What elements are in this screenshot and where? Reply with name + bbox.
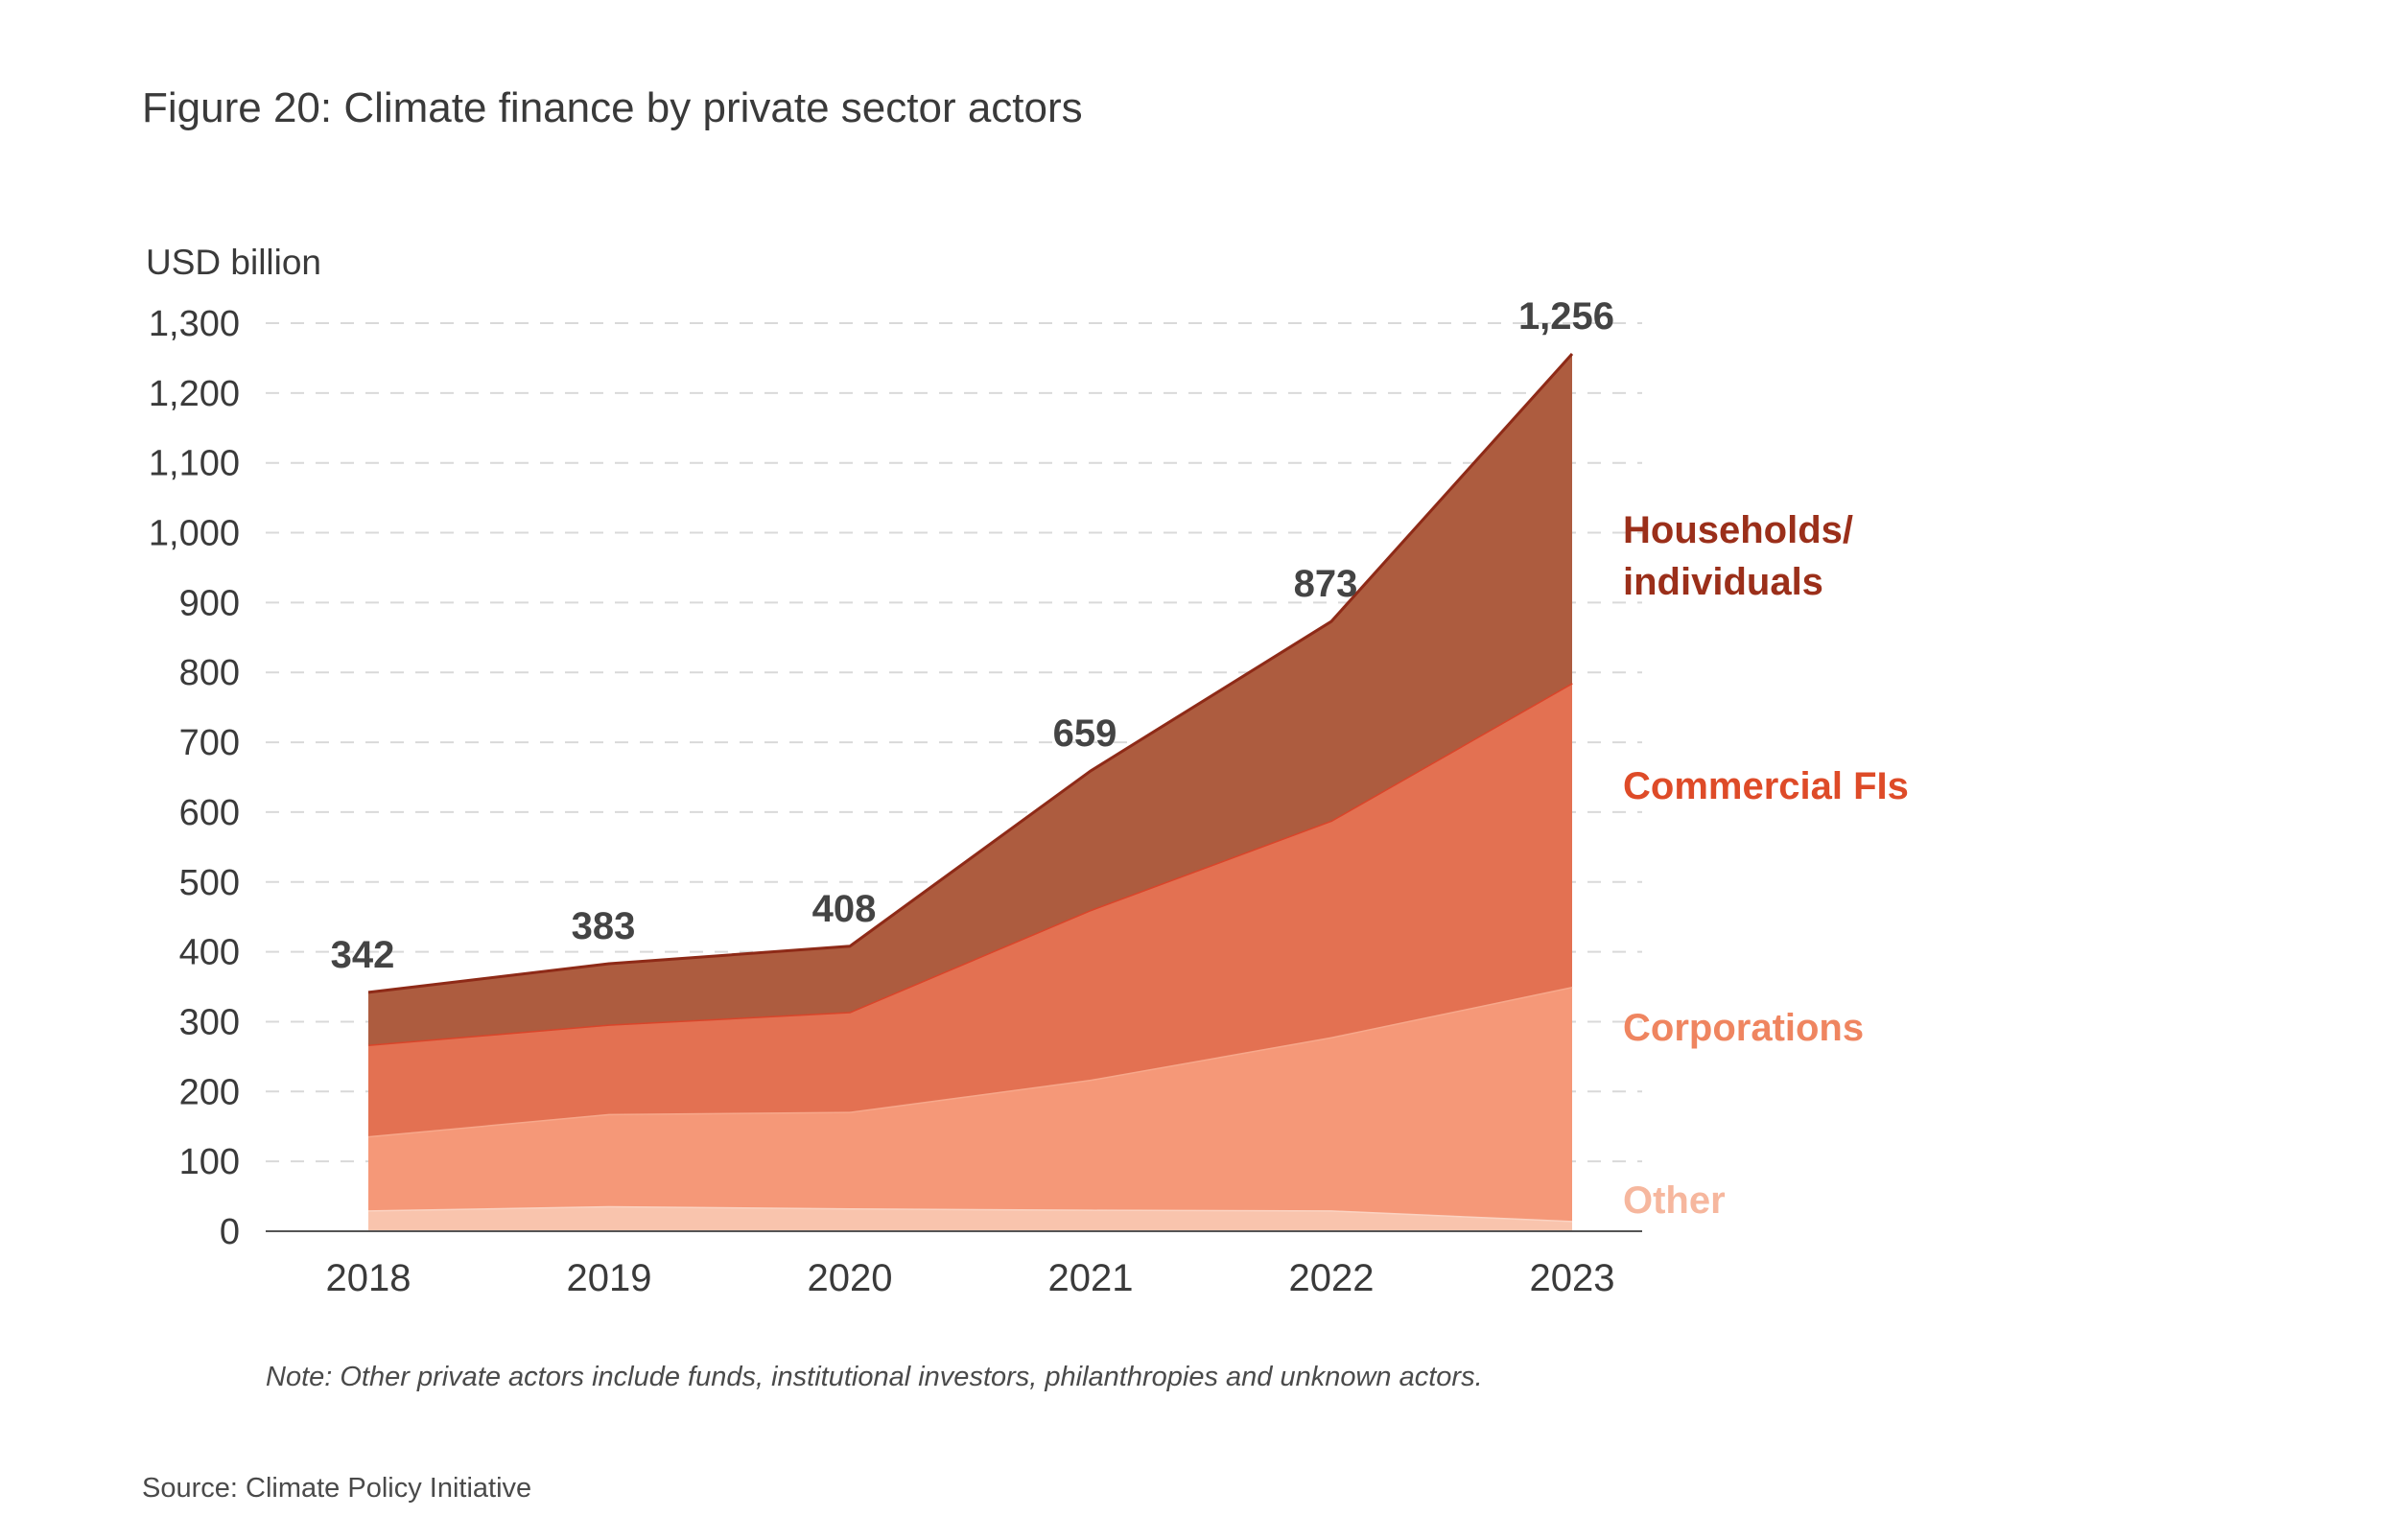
area-households-individuals xyxy=(368,354,1572,1045)
series-label: Corporations xyxy=(1623,1007,1864,1049)
total-data-label: 342 xyxy=(331,934,395,976)
series-label: Households/ xyxy=(1623,509,1853,551)
y-tick-label: 700 xyxy=(179,723,240,763)
total-data-label: 383 xyxy=(572,905,636,947)
y-tick-label: 1,000 xyxy=(149,514,240,554)
y-tick-label: 200 xyxy=(179,1072,240,1112)
x-tick-label: 2018 xyxy=(326,1257,411,1299)
y-tick-label: 1,200 xyxy=(149,374,240,414)
y-tick-label: 600 xyxy=(179,793,240,833)
series-label: Commercial FIs xyxy=(1623,765,1909,807)
area-corporations xyxy=(368,987,1572,1222)
x-tick-label: 2023 xyxy=(1530,1257,1615,1299)
area-edge-households-individuals xyxy=(367,353,1574,994)
total-data-label: 408 xyxy=(812,888,877,930)
x-tick-label: 2019 xyxy=(567,1257,652,1299)
y-tick-label: 1,100 xyxy=(149,444,240,484)
y-tick-label: 100 xyxy=(179,1142,240,1182)
area-other xyxy=(368,1205,1572,1231)
y-tick-label: 400 xyxy=(179,933,240,973)
figure-title: Figure 20: Climate finance by private se… xyxy=(142,84,1083,131)
y-tick-label: 0 xyxy=(220,1212,240,1252)
series-label: individuals xyxy=(1623,561,1823,603)
y-tick-label: 1,300 xyxy=(149,304,240,344)
area-edge-other xyxy=(367,1204,1573,1223)
y-tick-label: 500 xyxy=(179,863,240,903)
total-data-label: 659 xyxy=(1053,712,1117,755)
x-tick-label: 2020 xyxy=(808,1257,893,1299)
series-label: Other xyxy=(1623,1179,1726,1222)
total-data-label: 873 xyxy=(1294,563,1358,605)
y-axis-label: USD billion xyxy=(146,243,321,282)
figure-source: Source: Climate Policy Initiative xyxy=(142,1473,532,1504)
total-data-label: 1,256 xyxy=(1518,295,1614,338)
y-tick-label: 900 xyxy=(179,583,240,623)
y-tick-label: 300 xyxy=(179,1002,240,1042)
y-tick-label: 800 xyxy=(179,653,240,693)
x-tick-label: 2021 xyxy=(1048,1257,1134,1299)
area-commercial-fis xyxy=(368,683,1572,1136)
x-tick-label: 2022 xyxy=(1289,1257,1375,1299)
figure-note: Note: Other private actors include funds… xyxy=(266,1362,1483,1392)
